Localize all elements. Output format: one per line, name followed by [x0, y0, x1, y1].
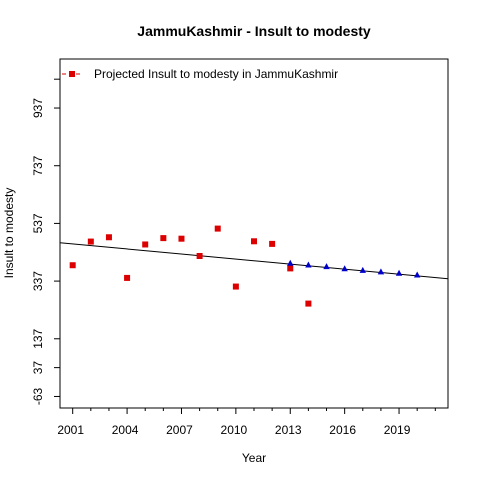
x-tick-label-2001: 2001 [57, 423, 84, 437]
x-tick-label-2019: 2019 [384, 423, 411, 437]
points-layer [69, 225, 421, 307]
actual-point-2008 [196, 252, 203, 259]
legend: Projected Insult to modesty in JammuKash… [62, 67, 338, 81]
y-tick-label-337: 337 [31, 271, 45, 291]
projected-point-2016 [341, 265, 348, 272]
x-axis: 2001 2004 2007 2010 2013 2016 2019 [57, 408, 436, 437]
y-tick-label--63: -63 [31, 387, 45, 405]
actual-point-2010 [232, 283, 239, 290]
projected-point-2019 [395, 269, 403, 276]
projected-point-2017 [359, 266, 366, 273]
y-axis-label: Insult to modesty [2, 188, 16, 279]
x-tick-label-2013: 2013 [275, 423, 302, 437]
y-tick-label-537: 537 [31, 213, 45, 233]
y-axis: -63 37 137 337 537 737 937 [31, 78, 60, 405]
x-axis-label: Year [242, 451, 266, 465]
actual-point-2011 [251, 238, 257, 245]
x-tick-label-2016: 2016 [329, 423, 356, 437]
actual-point-2002 [87, 238, 94, 245]
projected-point-2014 [305, 261, 312, 268]
trend-layer [59, 242, 449, 280]
projected-point-2013 [287, 259, 294, 266]
actual-point-2004 [124, 274, 131, 281]
y-tick-label-137: 137 [31, 328, 45, 348]
y-tick-label-737: 737 [31, 155, 45, 175]
actual-point-2006 [160, 235, 167, 242]
chart-title: JammuKashmir - Insult to modesty [137, 23, 371, 39]
legend-marker [69, 71, 75, 77]
actual-point-2005 [142, 241, 149, 248]
x-tick-label-2007: 2007 [166, 423, 193, 437]
actual-point-2007 [178, 235, 185, 242]
trend-line [59, 242, 449, 280]
projected-point-2015 [323, 263, 330, 270]
legend-label: Projected Insult to modesty in JammuKash… [94, 67, 338, 81]
actual-point-2013 [287, 265, 294, 272]
actual-point-2009 [214, 225, 221, 232]
actual-point-2014 [305, 300, 312, 307]
x-tick-label-2004: 2004 [112, 423, 139, 437]
y-tick-label-37: 37 [31, 361, 45, 375]
actual-point-2012 [269, 240, 276, 247]
y-tick-label-937: 937 [31, 98, 45, 118]
projected-point-2020 [413, 271, 421, 278]
actual-point-2003 [105, 234, 112, 241]
actual-point-2001 [69, 262, 76, 269]
x-tick-label-2010: 2010 [221, 423, 248, 437]
projected-point-2018 [377, 268, 385, 275]
